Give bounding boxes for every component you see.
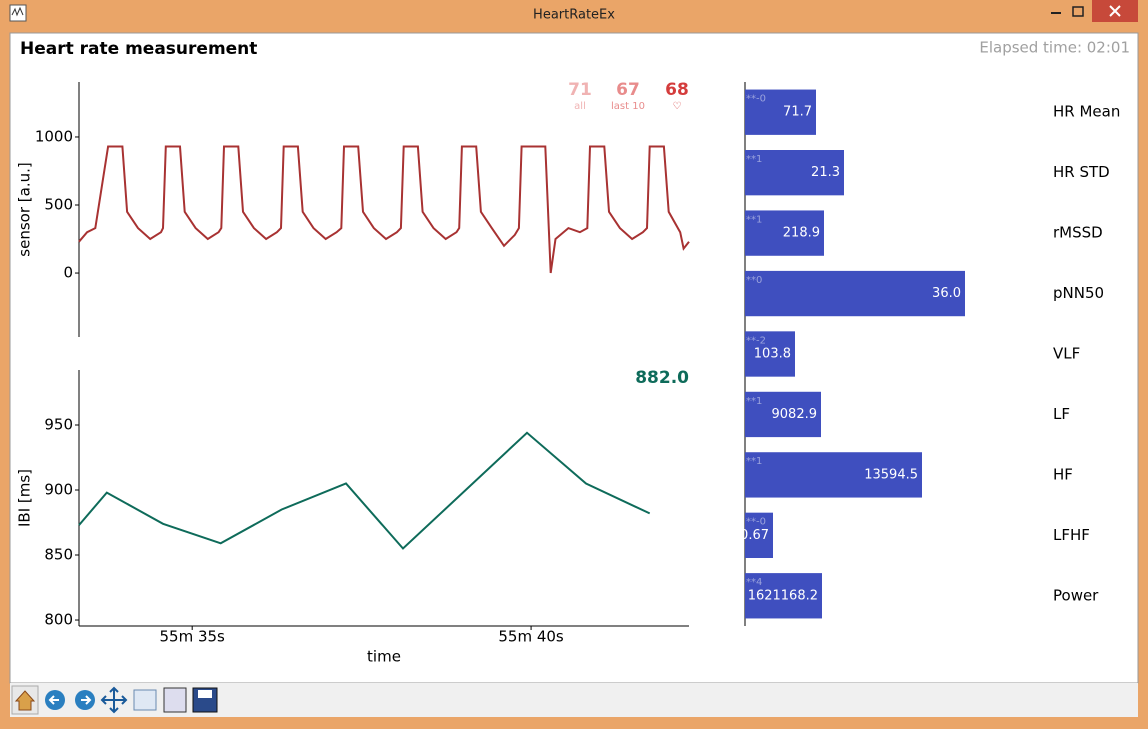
category-label: rMSSD <box>1053 224 1103 242</box>
latest-ibi: 882.0 <box>635 368 689 388</box>
bar-value-label: 71.7 <box>783 105 812 120</box>
x-tick-label: 55m 35s <box>160 628 226 646</box>
stat-label: ♡ <box>673 101 682 112</box>
bar <box>745 391 821 438</box>
elapsed-time: Elapsed time: 02:01 <box>979 39 1130 57</box>
maximize-button[interactable] <box>1072 6 1084 17</box>
stat-label: all <box>574 101 586 112</box>
data-line <box>78 431 651 550</box>
bar-exponent: **1 <box>746 154 762 165</box>
data-line <box>78 145 690 274</box>
bar <box>745 89 816 135</box>
stat-value: 67 <box>616 80 640 100</box>
bar-value-label: 9082.9 <box>772 407 818 422</box>
bar <box>745 331 795 377</box>
category-label: VLF <box>1053 345 1080 363</box>
pan-button[interactable] <box>100 686 128 714</box>
y-tick-label: 850 <box>44 546 73 564</box>
y-tick-label: 900 <box>44 481 73 499</box>
header-title: Heart rate measurement <box>20 39 257 59</box>
figure-canvas <box>9 32 1139 684</box>
y-tick-label: 500 <box>44 196 73 214</box>
bar-value-label: 218.9 <box>783 226 820 241</box>
bar <box>745 270 965 317</box>
bar-value-label: 1621168.2 <box>748 588 818 603</box>
bar <box>745 512 773 558</box>
home-icon <box>14 690 36 711</box>
bar-exponent: **-0 <box>746 517 766 528</box>
toolbar-buttons <box>11 685 218 715</box>
bar <box>745 150 844 196</box>
bar-value-label: 0.67 <box>740 528 769 543</box>
category-label: HF <box>1053 465 1073 483</box>
subplots-button[interactable] <box>163 687 187 713</box>
y-axis-label: IBI [ms] <box>16 469 34 527</box>
y-tick-label: 800 <box>44 611 73 629</box>
x-tick-label: 55m 40s <box>498 628 564 646</box>
y-tick-label: 950 <box>44 415 73 433</box>
y-axis-label: sensor [a.u.] <box>16 162 34 256</box>
back-icon <box>48 695 59 705</box>
category-label: LFHF <box>1053 526 1090 544</box>
stat-value: 71 <box>568 80 592 100</box>
y-tick-label: 0 <box>63 264 73 282</box>
bar-value-label: 13594.5 <box>864 467 918 482</box>
save-icon <box>198 690 212 698</box>
category-label: pNN50 <box>1053 284 1104 302</box>
bar-exponent: **-2 <box>746 335 766 346</box>
bar-exponent: **-0 <box>746 94 766 105</box>
bar <box>745 573 822 619</box>
category-label: HR STD <box>1053 163 1110 181</box>
window-title: HeartRateEx <box>533 8 615 23</box>
bar-value-label: 103.8 <box>754 347 791 362</box>
zoom-button[interactable] <box>133 689 157 711</box>
bar-exponent: **1 <box>746 396 762 407</box>
category-label: Power <box>1053 586 1099 604</box>
category-label: LF <box>1053 405 1070 423</box>
bar <box>745 210 824 256</box>
close-button[interactable] <box>1092 0 1138 22</box>
app-icon-glyph <box>11 6 24 17</box>
stat-value: 68 <box>665 80 689 100</box>
x-axis-label: time <box>367 648 401 666</box>
bar-value-label: 36.0 <box>932 286 961 301</box>
bar-exponent: **1 <box>746 456 762 467</box>
category-label: HR Mean <box>1053 103 1120 121</box>
stat-label: last 10 <box>611 101 645 112</box>
bar-exponent: **1 <box>746 214 762 225</box>
bar-value-label: 21.3 <box>811 165 840 180</box>
y-tick-label: 1000 <box>35 127 73 145</box>
bar-exponent: **0 <box>746 275 762 286</box>
bar-exponent: **4 <box>746 577 762 588</box>
bar <box>745 452 922 498</box>
forward-icon <box>81 695 92 705</box>
